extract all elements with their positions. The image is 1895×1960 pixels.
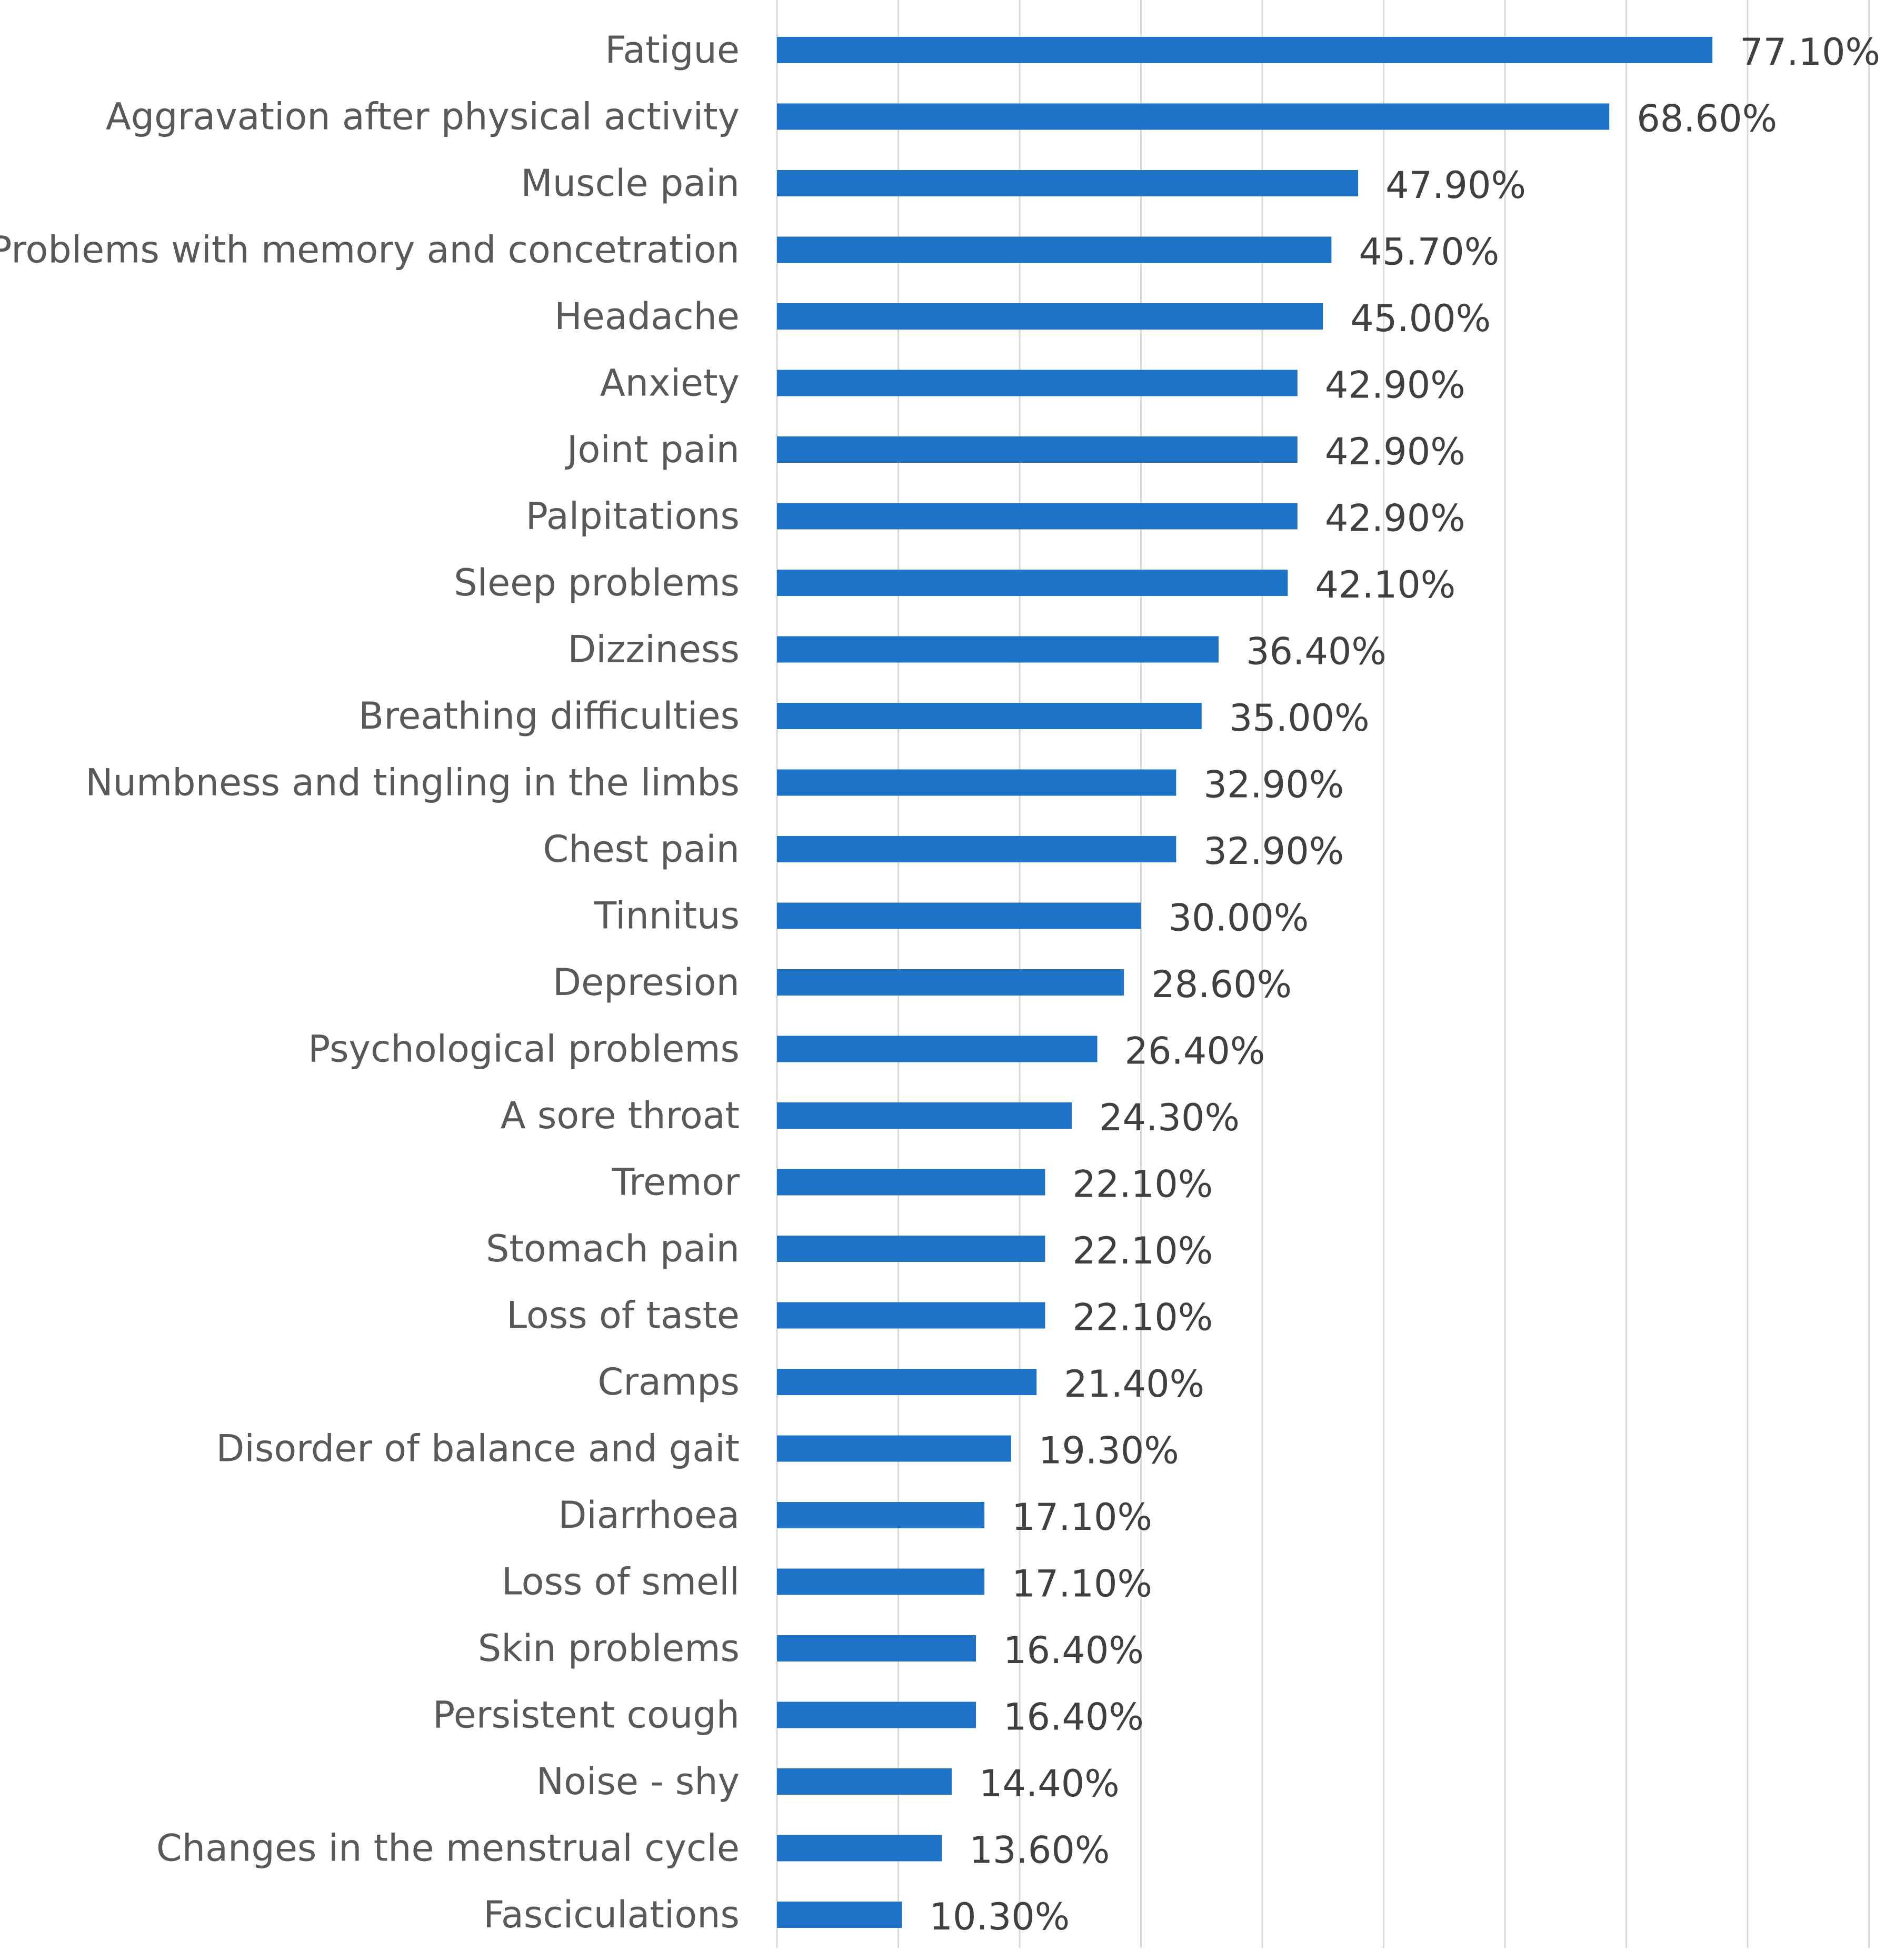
data-label: 19.30%: [1039, 1429, 1179, 1473]
bar: [777, 1302, 1045, 1329]
data-label: 68.60%: [1637, 97, 1777, 141]
bar: [777, 303, 1323, 330]
data-label: 14.40%: [979, 1762, 1120, 1805]
bar: [777, 1369, 1037, 1395]
data-label: 16.40%: [1003, 1629, 1144, 1672]
category-label: Skin problems: [478, 1627, 740, 1670]
category-label: Diarrhoea: [558, 1494, 740, 1537]
bar: [777, 1102, 1072, 1129]
category-label: A sore throat: [501, 1094, 740, 1137]
bar: [777, 1568, 985, 1595]
data-label: 42.90%: [1325, 497, 1465, 540]
data-label: 32.90%: [1203, 830, 1344, 873]
category-label: Sleep problems: [454, 561, 740, 604]
category-label: Cramps: [597, 1360, 740, 1404]
category-label: Fatigue: [605, 28, 740, 72]
bar: [777, 370, 1298, 396]
bar: [777, 1502, 985, 1528]
category-label: Changes in the menstrual cycle: [156, 1827, 740, 1870]
category-label: Joint pain: [565, 428, 740, 471]
bar: [777, 436, 1298, 463]
category-label: Muscle pain: [521, 162, 740, 205]
category-label: Numbness and tingling in the limbs: [85, 761, 740, 804]
data-label: 28.60%: [1151, 963, 1292, 1006]
category-label: Dizziness: [567, 628, 740, 671]
category-label: Headache: [554, 295, 740, 338]
bar: [777, 37, 1713, 63]
data-label: 24.30%: [1099, 1096, 1240, 1139]
data-label: 21.40%: [1064, 1362, 1204, 1406]
data-label: 45.70%: [1359, 231, 1499, 274]
data-label: 35.00%: [1229, 697, 1370, 740]
data-label: 16.40%: [1003, 1696, 1144, 1739]
category-label: Depresion: [553, 961, 740, 1004]
data-label: 22.10%: [1072, 1163, 1213, 1206]
bar: [777, 103, 1610, 130]
bar: [777, 170, 1359, 196]
data-labels: 77.10% 68.60% 47.90% 45.70% 45.00% 42.90% 42.9…: [929, 31, 1880, 1938]
category-label: Stomach pain: [486, 1227, 740, 1270]
category-labels: Fatigue Aggravation after physical activi…: [0, 28, 740, 1936]
data-label: 17.10%: [1012, 1563, 1152, 1606]
bar: [777, 1236, 1045, 1262]
category-label: Noise - shy: [536, 1760, 740, 1803]
category-label: Tinnitus: [593, 894, 740, 938]
bar: [777, 570, 1288, 596]
data-label: 47.90%: [1385, 164, 1526, 207]
data-label: 77.10%: [1740, 31, 1880, 74]
category-label: Psychological problems: [308, 1028, 740, 1071]
data-label: 42.10%: [1315, 563, 1455, 606]
category-label: Fasciculations: [483, 1893, 740, 1936]
bar: [777, 1635, 976, 1661]
bars: [777, 37, 1713, 1928]
bar: [777, 236, 1332, 263]
bar: [777, 1835, 942, 1862]
bar: [777, 1902, 902, 1928]
data-label: 26.40%: [1125, 1030, 1265, 1073]
data-label: 10.30%: [929, 1895, 1070, 1938]
data-label: 42.90%: [1325, 430, 1465, 473]
category-label: Anxiety: [600, 362, 740, 405]
data-label: 30.00%: [1169, 897, 1309, 940]
data-label: 42.90%: [1325, 364, 1465, 407]
category-label: Problems with memory and concetration: [0, 228, 740, 272]
data-label: 22.10%: [1072, 1296, 1213, 1339]
data-label: 22.10%: [1072, 1229, 1213, 1272]
category-label: Aggravation after physical activity: [106, 95, 740, 138]
category-label: Palpitations: [526, 495, 740, 538]
bar: [777, 836, 1176, 862]
bar: [777, 1435, 1011, 1462]
category-label: Tremor: [611, 1161, 740, 1204]
bar: [777, 969, 1124, 996]
bar: [777, 1169, 1045, 1196]
data-label: 17.10%: [1012, 1496, 1152, 1539]
bar: [777, 703, 1202, 729]
data-label: 13.60%: [969, 1829, 1110, 1872]
bar: [777, 1768, 952, 1795]
bar: [777, 503, 1298, 530]
category-label: Persistent cough: [433, 1694, 740, 1737]
bar: [777, 1036, 1098, 1062]
category-label: Disorder of balance and gait: [216, 1427, 740, 1470]
category-label: Loss of taste: [506, 1294, 740, 1337]
category-label: Breathing difficulties: [358, 694, 740, 738]
bar: [777, 636, 1219, 663]
bar: [777, 1702, 976, 1728]
bar: [777, 902, 1141, 929]
data-label: 36.40%: [1246, 630, 1387, 673]
bar: [777, 769, 1176, 796]
category-label: Loss of smell: [502, 1560, 740, 1604]
data-label: 45.00%: [1350, 297, 1491, 340]
data-label: 32.90%: [1203, 763, 1344, 807]
category-label: Chest pain: [543, 828, 740, 871]
